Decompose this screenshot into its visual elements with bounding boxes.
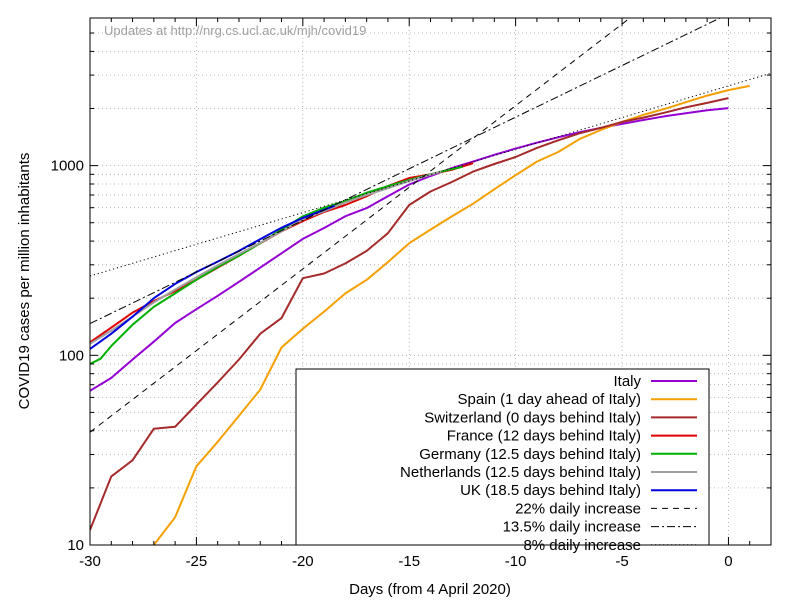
axis-ticks: -30 -25 -20 -15 -10 -5 0 10 100 1000 <box>51 17 772 570</box>
y-tick-label: 100 <box>59 347 84 364</box>
x-tick-label: -20 <box>292 553 314 570</box>
x-tick-label: 0 <box>724 553 732 570</box>
y-tick-label: 1000 <box>51 158 84 175</box>
series-lines <box>90 18 771 545</box>
legend-label: Germany (12.5 days behind Italy) <box>419 446 641 463</box>
legend-label: UK (18.5 days behind Italy) <box>460 482 641 499</box>
series-line-switzerland-0-days-behind-italy <box>90 97 729 531</box>
x-tick-label: -30 <box>79 553 101 570</box>
y-axis-label: COVID19 cases per million inhabitants <box>16 153 33 410</box>
legend-box <box>295 368 710 546</box>
legend-label: Spain (1 day ahead of Italy) <box>458 391 641 408</box>
legend-label: Italy <box>613 373 641 390</box>
legend-label: France (12 days behind Italy) <box>447 428 641 445</box>
y-tick-label: 10 <box>67 537 84 554</box>
series-line-uk-18-5-days-behind-italy <box>90 204 336 350</box>
legend-label: Switzerland (0 days behind Italy) <box>424 409 641 426</box>
watermark-text: Updates at http://nrg.cs.ucl.ac.uk/mjh/c… <box>104 23 366 38</box>
series-line-italy <box>90 107 729 392</box>
x-tick-label: -15 <box>398 553 420 570</box>
series-line-13-5-daily-increase <box>90 18 722 325</box>
legend-label: Netherlands (12.5 days behind Italy) <box>400 464 641 481</box>
x-axis-label: Days (from 4 April 2020) <box>349 581 511 598</box>
legend-label: 13.5% daily increase <box>503 519 641 536</box>
x-tick-label: -5 <box>615 553 628 570</box>
series-line-spain-1-day-ahead-of-italy <box>153 84 750 545</box>
x-tick-label: -25 <box>186 553 208 570</box>
series-line-8-daily-increase <box>90 72 771 277</box>
series-line-22-daily-increase <box>90 18 631 433</box>
x-tick-label: -10 <box>505 553 527 570</box>
legend-label: 22% daily increase <box>515 500 641 517</box>
series-line-netherlands-12-5-days-behind-italy <box>90 170 442 345</box>
legend-label: 8% daily increase <box>523 537 641 554</box>
